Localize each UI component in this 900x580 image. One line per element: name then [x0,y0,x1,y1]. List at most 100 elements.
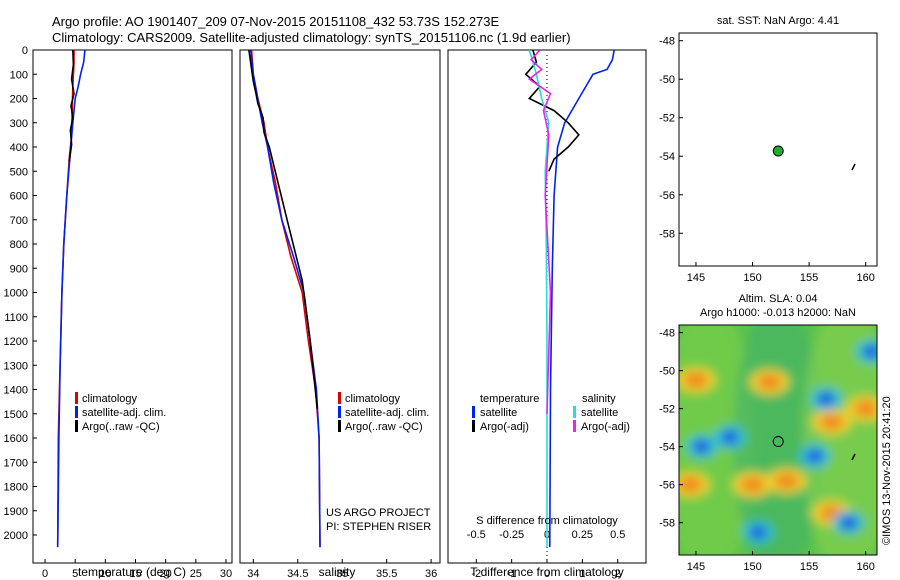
sla-map-title-2: Argo h1000: -0.013 h2000: NaN [700,307,856,319]
x-tick-label: 2 [615,568,621,580]
x-tick-label: 145 [687,272,705,284]
sla-map-title-1: Altim. SLA: 0.04 [739,293,818,305]
legend-swatch-climatology [338,392,341,404]
temperature-series [56,50,86,548]
depth-tick-label: 1500 [4,409,28,421]
x-tick-label: 34 [247,568,259,580]
series-line [548,50,615,548]
legend-swatch-argo [75,420,78,432]
y-tick-label: -54 [659,442,675,454]
depth-tick-label: 1600 [4,433,28,445]
depth-tick-label: 800 [10,239,28,251]
sla-high-core [853,400,877,417]
depth-axis: 0 100 200 300 400 500 600 700 800 900 1000 1100 1200… [4,45,452,542]
argo-float-location-ring [772,436,784,448]
difference-x-axis: -2 -1 0 1 2 [471,559,621,580]
x-tick-label: 35 [336,568,348,580]
series-line [249,50,321,548]
depth-tick-label: 1300 [4,360,28,372]
series-line [524,50,580,172]
series-line [68,50,75,162]
salinity-x-axis: 34 34.5 35 35.5 36 [247,559,437,580]
y-tick-label: -54 [659,151,675,163]
legend-label: Argo(..raw -QC) [345,421,423,433]
depth-tick-label: 300 [10,118,28,130]
depth-tick-label: 0 [22,45,28,57]
legend-swatch-sal-satellite [573,406,576,418]
x-tick-label: 30 [220,568,232,580]
x-tick-label: 36 [425,568,437,580]
x-tick-label: 0 [544,568,550,580]
sla-high-core [679,476,703,493]
x-tick-label: 25 [190,568,202,580]
coastline-fragment [851,453,856,461]
legend-label: satellite-adj. clim. [82,407,166,419]
x-tick-label: 35.5 [376,568,397,580]
pi-label: PI: STEPHEN RISER [326,521,431,533]
depth-tick-label: 500 [10,166,28,178]
salinity-series [248,50,321,548]
sla-high-core [774,472,799,489]
series-line [527,50,552,414]
y-tick-label: -52 [659,404,675,416]
x-tick-label: 155 [800,561,818,573]
depth-tick-label: 600 [10,191,28,203]
legend-label: Argo(..raw -QC) [82,421,160,433]
sla-background-band [802,325,877,555]
legend-label: climatology [82,393,138,405]
depth-tick-label: 200 [10,94,28,106]
y-tick-label: -56 [659,480,675,492]
depth-tick-label: 1200 [4,336,28,348]
depth-tick-label: 2000 [4,530,28,542]
y-tick-label: -52 [659,113,675,125]
argo-float-marker [772,145,784,157]
x-tick-label: 15 [129,568,141,580]
legend-salinity-title: salinity [582,393,616,405]
salinity-xlabel: salinity [319,565,356,579]
temperature-plot-frame [32,49,233,564]
sla-low-core [721,430,738,445]
sla-map-axes: 145 150 155 160 -48 -50 -52 -54 -56 -58 [659,328,875,573]
x-tick-label: 20 [160,568,172,580]
salinity-panel: 34 34.5 35 35.5 36 climatology satellite-adj… [239,49,441,580]
sst-map-panel: sat. SST: NaN Argo: 4.41 145 150 155 160 -48… [659,15,878,284]
y-tick-label: -58 [659,518,675,530]
y-tick-label: -48 [659,36,675,48]
y-tick-label: -56 [659,190,675,202]
salinity-plot-frame [239,49,441,564]
sla-high-core [683,372,708,389]
y-tick-label: -50 [659,366,675,378]
header-line-2: Climatology: CARS2009. Satellite-adjuste… [52,30,571,45]
project-label: US ARGO PROJECT [326,507,431,519]
x-tick-label: 5 [72,568,78,580]
x-tick-label: 150 [743,272,761,284]
legend-swatch-satellite [338,406,341,418]
x-tick-label: 160 [857,561,875,573]
x-tick-label: 145 [687,561,705,573]
sla-map-frame [678,324,878,556]
depth-tick-label: 1100 [4,312,28,324]
s-tick-label: 0.25 [572,529,593,541]
sla-high-core [757,374,782,391]
x-tick-label: 0 [42,568,48,580]
x-tick-label: 1 [579,568,585,580]
legend-swatch-temp-satellite [472,406,475,418]
header-line-1: Argo profile: AO 1901407_209 07-Nov-2015… [52,14,500,29]
difference-series [524,50,615,548]
temperature-panel: 0100200300400500600700800900100011001200… [4,45,452,580]
x-tick-label: 10 [99,568,111,580]
sla-low-core [818,392,835,407]
depth-tick-label: 400 [10,142,28,154]
sla-low-core [750,525,767,540]
depth-tick-label: 1800 [4,482,28,494]
depth-tick-label: 1900 [4,506,28,518]
sla-low-core [840,515,857,530]
difference-panel: -2 -1 0 1 2 -0.5 -0.25 0 0.25 0.5 temperature sa… [447,49,647,580]
x-tick-label: 150 [743,561,761,573]
sst-map-axes: 145 150 155 160 -48 -50 -52 -54 -56 -58 [659,36,875,284]
x-tick-label: 155 [800,272,818,284]
y-tick-label: -48 [659,328,675,340]
legend-label: satellite [581,407,618,419]
salinity-legend: climatology satellite-adj. clim. Argo(..… [338,392,429,433]
